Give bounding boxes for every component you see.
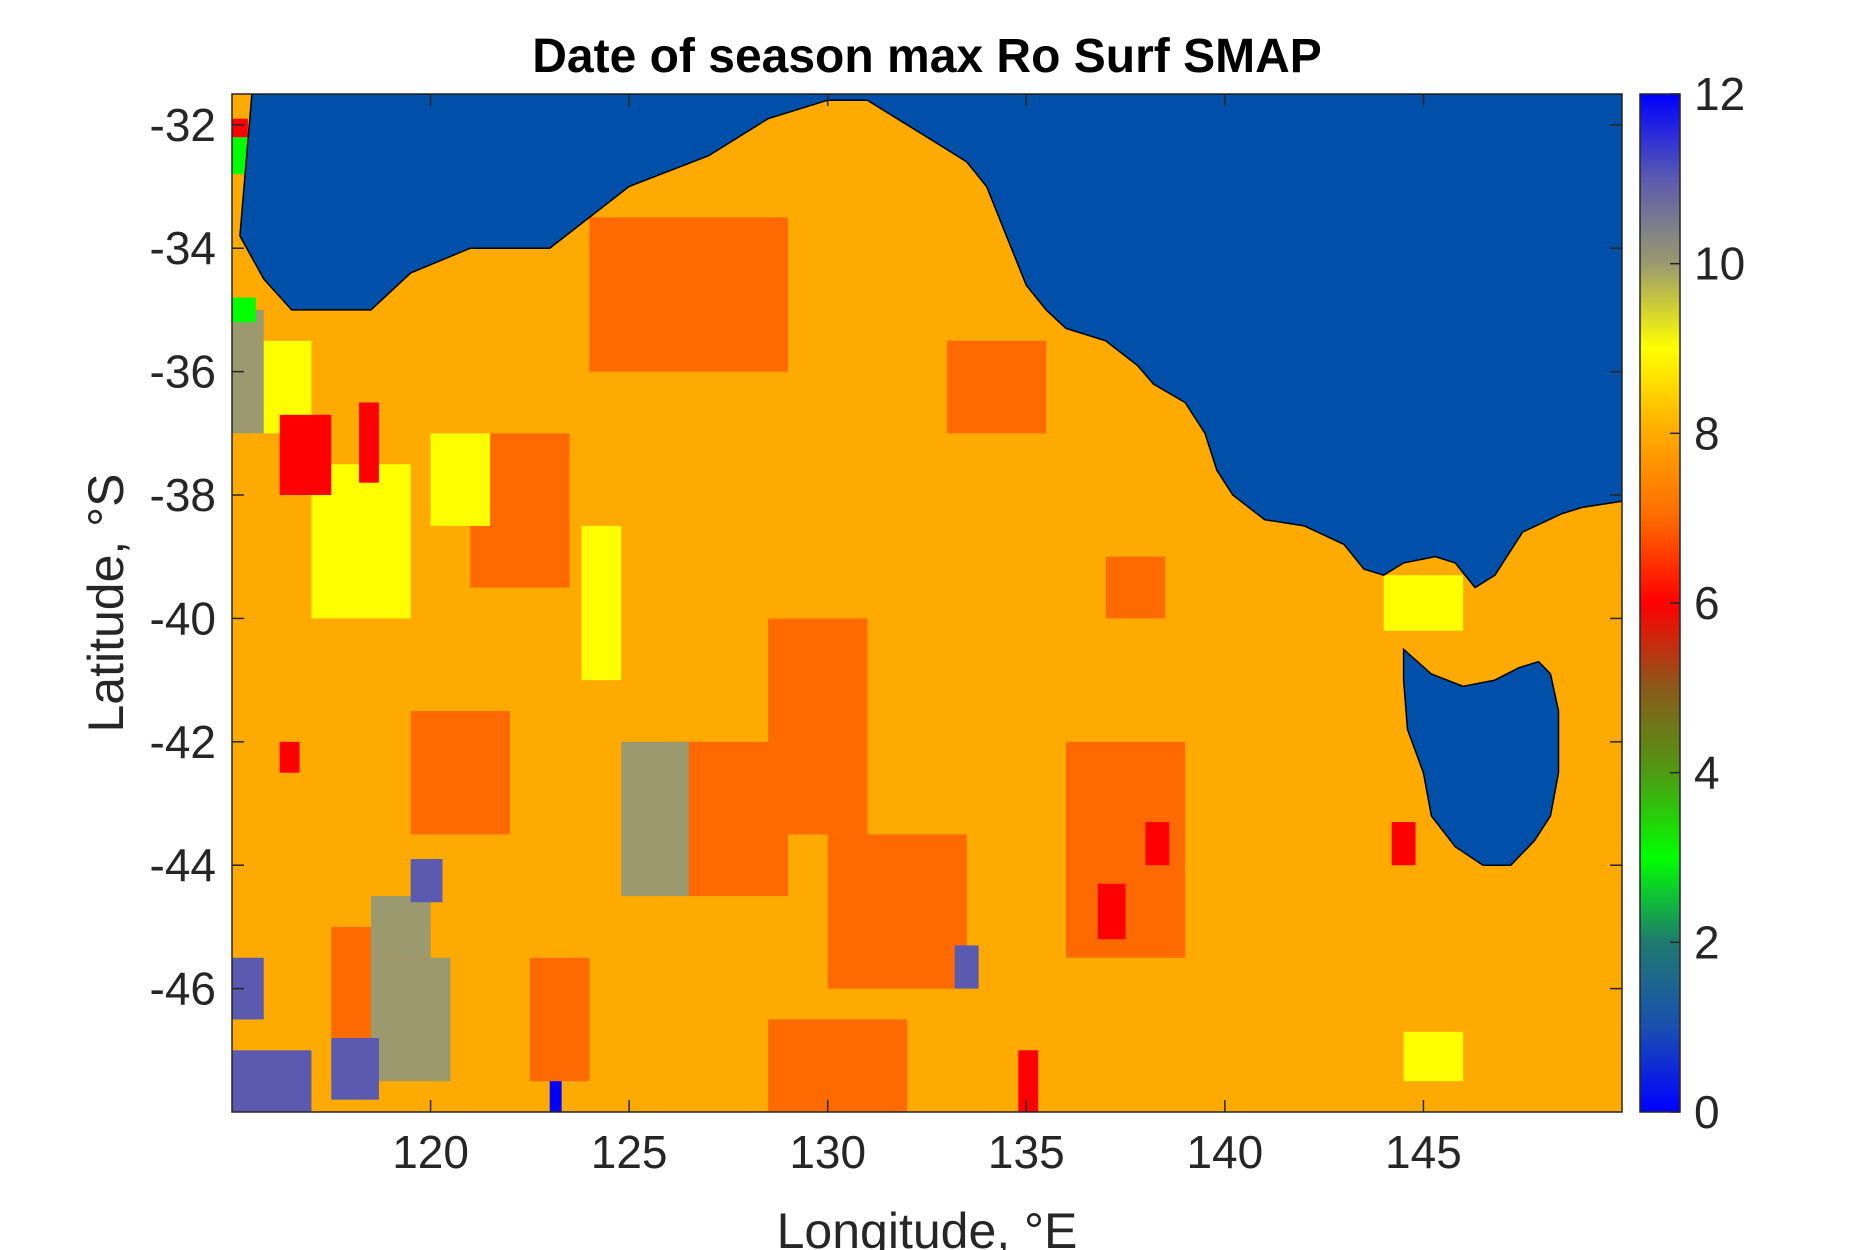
y-tick-label: -40 [150, 592, 216, 644]
heatmap-cell [827, 834, 967, 989]
heatmap-cell [1391, 822, 1416, 866]
heatmap-cell [232, 118, 248, 138]
plot-area [232, 94, 1622, 1112]
heatmap-cell [371, 896, 431, 958]
colorbar-tick-label: 8 [1694, 407, 1720, 459]
heatmap-cell [232, 137, 248, 175]
heatmap-cell [410, 859, 443, 903]
heatmap-cell [1097, 883, 1126, 940]
y-tick-label: -34 [150, 222, 216, 274]
heatmap-cell [946, 340, 1047, 434]
heatmap-cell [1105, 556, 1166, 619]
heatmap-cell [1383, 575, 1464, 631]
axes: 120 125 130 135 140 145 -32 -34 -36 -38 -40 -42 -44 -… [150, 93, 1623, 1178]
heatmap-cell [954, 945, 979, 989]
heatmap-cell [359, 402, 379, 483]
x-tick-label: 120 [392, 1126, 469, 1178]
colorbar-tick-label: 12 [1694, 68, 1745, 120]
heatmap-cell [371, 957, 451, 1082]
heatmap-cell [232, 297, 256, 323]
heatmap-cell [529, 957, 590, 1082]
ocean-mask [239, 94, 1622, 866]
ocean-region [239, 94, 1622, 589]
y-tick-label: -36 [150, 346, 216, 398]
y-tick-label: -46 [150, 963, 216, 1015]
heatmap-cell [279, 414, 332, 496]
chart-title: Date of season max Ro Surf SMAP [532, 30, 1322, 83]
y-tick-label: -42 [150, 716, 216, 768]
heatmap-cell [430, 433, 491, 526]
heatmap-cell [1145, 822, 1170, 866]
x-tick-label: 125 [591, 1126, 668, 1178]
x-tick-label: 130 [789, 1126, 866, 1178]
x-tick-label: 140 [1186, 1126, 1263, 1178]
colorbar-tick-label: 10 [1694, 238, 1745, 290]
heatmap-cell [279, 741, 300, 773]
heatmap-cell [232, 1050, 312, 1112]
y-tick-label: -32 [150, 99, 216, 151]
x-tick-label: 135 [988, 1126, 1065, 1178]
y-tick-label: -44 [150, 839, 216, 891]
heatmap-cell [621, 741, 689, 897]
heatmap-cell [768, 1019, 908, 1112]
heatmap-cell [1018, 1050, 1039, 1112]
heatmap-cell [1403, 1031, 1464, 1082]
y-axis-title: Latitude, °S [78, 473, 134, 732]
tasmania-region [1402, 647, 1560, 866]
heatmap-cell [589, 217, 788, 372]
heatmap-cell [331, 1037, 379, 1100]
x-tick-label: 145 [1385, 1126, 1462, 1178]
heatmap-cell [581, 525, 622, 681]
colorbar-tick-label: 6 [1694, 577, 1720, 629]
colorbar: 0 2 4 6 8 10 12 [1639, 68, 1745, 1138]
plot-frame [231, 93, 1623, 1113]
x-axis-title: Longitude, °E [777, 1203, 1078, 1250]
y-tick-label: -38 [150, 469, 216, 521]
colorbar-tick-label: 0 [1694, 1086, 1720, 1138]
colorbar-tick-label: 2 [1694, 916, 1720, 968]
heatmap-cell [410, 710, 510, 835]
heatmap-cell [549, 1081, 562, 1112]
colorbar-tick-label: 4 [1694, 747, 1720, 799]
